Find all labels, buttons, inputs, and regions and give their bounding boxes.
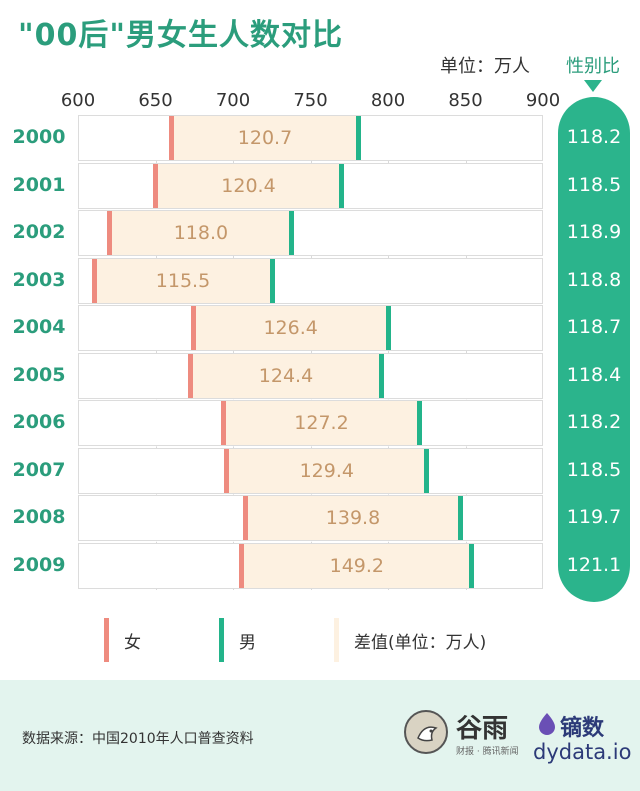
ratio-header: 性别比 xyxy=(566,56,620,77)
female-mark xyxy=(239,543,245,588)
x-tick-label: 650 xyxy=(138,90,173,111)
legend-female-swatch xyxy=(104,618,109,662)
dydata-site: dydata.io xyxy=(533,740,632,764)
diff-value: 127.2 xyxy=(294,412,349,434)
sex-ratio-value: 121.1 xyxy=(566,553,622,576)
legend-diff-swatch xyxy=(334,618,339,662)
year-label: 2007 xyxy=(12,458,66,481)
diff-bar xyxy=(192,306,389,350)
male-mark xyxy=(424,448,430,493)
male-mark xyxy=(379,353,385,398)
diff-value: 120.7 xyxy=(237,127,293,149)
guyu-logo-icon xyxy=(404,710,448,754)
year-label: 2001 xyxy=(12,173,66,196)
diff-value: 149.2 xyxy=(329,554,385,577)
male-mark xyxy=(458,496,464,540)
male-mark xyxy=(338,163,344,208)
sex-ratio-value: 118.8 xyxy=(566,268,622,291)
diff-value: 115.5 xyxy=(155,269,211,292)
legend-female-label: 女 xyxy=(124,633,141,653)
year-label: 2004 xyxy=(12,316,66,338)
diff-bar xyxy=(93,258,273,303)
diff-bar xyxy=(171,116,359,160)
diff-bar xyxy=(226,448,428,493)
diff-value: 124.4 xyxy=(258,364,314,387)
female-mark xyxy=(220,401,226,445)
x-tick-label: 700 xyxy=(215,90,251,111)
guyu-logo-subtitle: 财报 · 腾讯新闻 xyxy=(456,747,519,757)
diff-bar xyxy=(155,163,342,208)
female-mark xyxy=(187,353,193,398)
female-mark xyxy=(242,496,248,540)
ratio-arrow-icon xyxy=(584,80,602,92)
legend-male-swatch xyxy=(219,618,224,662)
legend-diff-label: 差值(单位：万人) xyxy=(354,633,487,653)
diff-bar xyxy=(109,211,293,255)
x-tick-label: 850 xyxy=(448,90,483,111)
footer-band xyxy=(0,680,640,791)
x-tick-label: 600 xyxy=(60,90,96,111)
sex-ratio-value: 118.2 xyxy=(566,126,622,148)
male-mark xyxy=(289,211,295,255)
female-mark xyxy=(224,448,230,493)
sex-ratio-value: 118.5 xyxy=(566,173,622,196)
diff-value: 139.8 xyxy=(325,507,381,529)
female-mark xyxy=(153,163,159,208)
sex-ratio-value: 118.7 xyxy=(566,316,622,338)
chart-title: "00后"男女生人数对比 xyxy=(18,18,344,53)
year-label: 2009 xyxy=(12,553,66,576)
female-mark xyxy=(169,116,175,160)
year-label: 2008 xyxy=(12,506,66,528)
year-label: 2006 xyxy=(12,411,66,433)
sex-ratio-value: 118.5 xyxy=(566,458,622,481)
year-label: 2005 xyxy=(12,363,66,386)
sex-ratio-value: 118.2 xyxy=(566,411,622,433)
x-tick-label: 750 xyxy=(293,90,328,111)
diff-bar xyxy=(222,401,421,445)
legend-male-label: 男 xyxy=(239,633,256,653)
female-mark xyxy=(107,211,113,255)
diff-value: 120.4 xyxy=(221,174,276,197)
year-label: 2003 xyxy=(12,268,66,291)
sex-ratio-column xyxy=(558,97,630,602)
male-mark xyxy=(355,116,361,160)
guyu-logo-text: 谷雨 xyxy=(456,714,509,744)
male-mark xyxy=(417,401,423,445)
diff-value: 118.0 xyxy=(173,222,229,244)
diff-value: 129.4 xyxy=(299,459,354,482)
diff-bar xyxy=(189,353,383,398)
female-mark xyxy=(190,306,196,350)
diff-bar xyxy=(241,543,473,588)
x-tick-label: 900 xyxy=(525,90,561,111)
diff-bar xyxy=(244,496,462,540)
male-mark xyxy=(385,306,391,350)
sex-ratio-value: 119.7 xyxy=(566,506,622,528)
sex-ratio-value: 118.9 xyxy=(566,221,622,243)
male-mark xyxy=(269,258,275,303)
male-mark xyxy=(469,543,475,588)
data-source: 数据来源：中国2010年人口普查资料 xyxy=(22,731,254,747)
diff-value: 126.4 xyxy=(263,317,318,339)
year-label: 2000 xyxy=(12,126,66,148)
sex-ratio-value: 118.4 xyxy=(566,363,622,386)
year-label: 2002 xyxy=(12,221,66,243)
dydata-logo-text: 镝数 xyxy=(560,716,605,741)
unit-label: 单位：万人 xyxy=(440,56,530,77)
female-mark xyxy=(91,258,97,303)
dydata-logo-icon xyxy=(539,713,555,735)
x-tick-label: 800 xyxy=(370,90,406,111)
